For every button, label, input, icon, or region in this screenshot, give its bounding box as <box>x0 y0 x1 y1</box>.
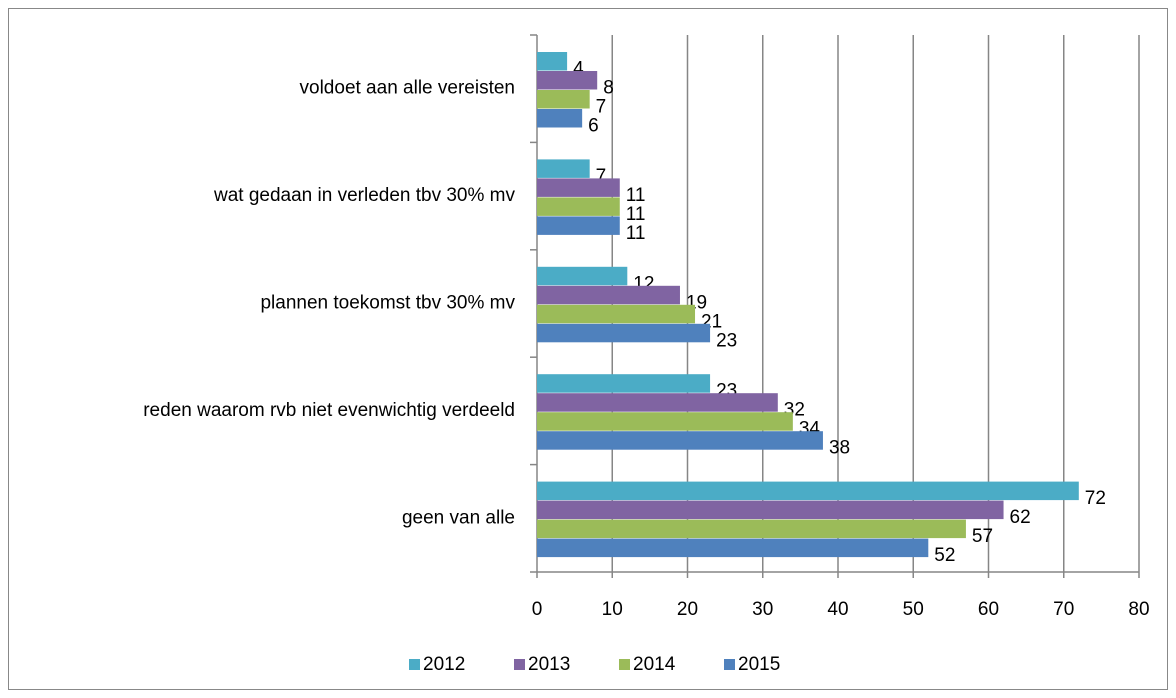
bar <box>537 90 590 109</box>
bar <box>537 481 1079 501</box>
x-tick-label: 10 <box>602 599 623 620</box>
x-tick-label: 0 <box>532 599 543 620</box>
bar <box>537 266 628 286</box>
legend-swatch <box>514 659 525 670</box>
bar <box>537 412 793 431</box>
data-label: 7 <box>596 97 607 118</box>
legend-label: 2014 <box>633 654 676 675</box>
data-label: 4 <box>573 59 584 80</box>
legend-label: 2013 <box>528 654 570 675</box>
legend-label: 2015 <box>738 654 780 675</box>
bar <box>537 431 823 450</box>
data-label: 8 <box>603 78 614 99</box>
data-label: 11 <box>626 223 646 244</box>
bar <box>537 178 620 197</box>
x-tick-label: 60 <box>978 599 999 620</box>
bar <box>537 538 929 558</box>
bar <box>537 500 1004 520</box>
x-tick-label: 40 <box>827 599 848 620</box>
bar <box>537 71 598 90</box>
bar <box>537 393 778 412</box>
data-label: 23 <box>716 330 737 351</box>
bar <box>537 109 583 128</box>
bar <box>537 52 568 71</box>
bar <box>537 374 711 393</box>
bar <box>537 304 696 324</box>
y-tick-label: wat gedaan in verleden tbv 30% mv <box>213 185 516 206</box>
x-tick-label: 30 <box>752 599 773 620</box>
data-label: 7 <box>596 166 607 187</box>
legend-swatch <box>724 659 735 670</box>
legend-swatch <box>619 659 630 670</box>
legend-swatch <box>409 659 420 670</box>
data-label: 57 <box>972 526 993 547</box>
bar <box>537 216 620 235</box>
data-label: 11 <box>626 204 646 225</box>
chart-border <box>8 8 1168 690</box>
x-tick-label: 50 <box>903 599 924 620</box>
x-tick-label: 80 <box>1128 599 1149 620</box>
bar <box>537 285 680 305</box>
y-tick-label: voldoet aan alle vereisten <box>300 78 515 99</box>
y-tick-label: geen van alle <box>402 507 515 528</box>
data-label: 62 <box>1010 507 1031 528</box>
data-label: 6 <box>588 116 599 137</box>
data-label: 72 <box>1085 488 1106 509</box>
y-tick-label: plannen toekomst tbv 30% mv <box>260 293 515 314</box>
bar <box>537 323 711 343</box>
data-label: 52 <box>934 545 955 566</box>
bar <box>537 159 590 178</box>
data-label: 38 <box>829 438 850 459</box>
data-label: 11 <box>626 185 646 206</box>
bar <box>537 197 620 216</box>
x-tick-label: 20 <box>677 599 698 620</box>
bar <box>537 519 966 539</box>
legend-label: 2012 <box>423 654 465 675</box>
y-tick-label: reden waarom rvb niet evenwichtig verdee… <box>143 400 515 421</box>
x-tick-label: 70 <box>1053 599 1074 620</box>
